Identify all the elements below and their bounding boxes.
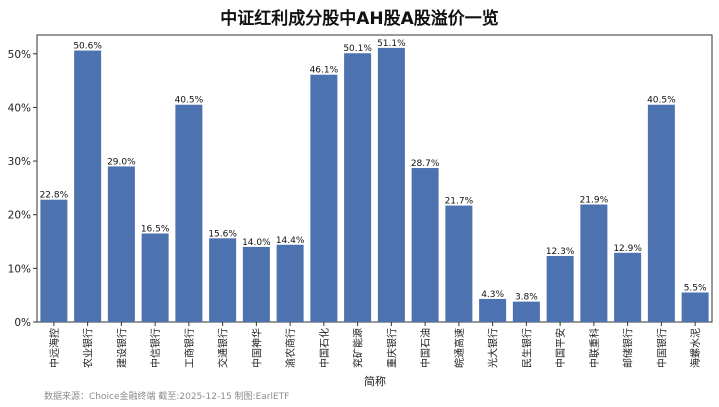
x-tick-label: 民生银行	[520, 328, 533, 368]
bar-value-label: 29.0%	[107, 157, 136, 167]
bar	[141, 233, 169, 322]
bar	[580, 204, 608, 322]
bar	[411, 168, 439, 322]
x-axis: 中远海控 农业银行 建设银行 中信银行 工商银行 交通银行 中国神华 渝农商行 中国石化 兖矿能源…	[48, 322, 702, 368]
y-tick-label: 0%	[14, 317, 31, 329]
bar-value-label: 46.1%	[310, 66, 339, 76]
x-tick-label: 建设银行	[115, 328, 128, 368]
bar-value-label: 14.4%	[276, 236, 305, 246]
bar-value-label: 21.9%	[580, 196, 609, 206]
x-tick-label: 皖通高速	[453, 328, 466, 368]
x-tick-label: 重庆银行	[385, 328, 398, 368]
x-tick-label: 兖矿能源	[352, 328, 365, 368]
bar	[377, 47, 405, 323]
x-tick-label: 中国平安	[554, 328, 567, 368]
x-tick-label: 工商银行	[183, 328, 196, 368]
y-tick-label: 20%	[8, 210, 31, 222]
y-tick-label: 40%	[8, 102, 31, 114]
x-tick-label: 中国石油	[419, 328, 432, 368]
bar-value-label: 22.8%	[40, 191, 69, 201]
bar	[512, 301, 540, 322]
bar-value-label: 40.5%	[647, 96, 676, 106]
bar	[209, 238, 237, 322]
bar-value-label: 50.1%	[343, 44, 372, 54]
x-tick-label: 中国石化	[318, 328, 331, 368]
y-tick-label: 10%	[8, 263, 31, 275]
bar	[546, 256, 574, 322]
bar-value-label: 21.7%	[445, 197, 474, 207]
bar	[242, 246, 270, 322]
x-tick-label: 中远海控	[48, 328, 61, 368]
bar	[107, 166, 135, 322]
bar	[74, 50, 102, 323]
x-tick-label: 邮储银行	[622, 328, 635, 368]
x-tick-label: 渝农商行	[284, 328, 297, 368]
bar	[681, 292, 709, 322]
source-note: 数据来源：Choice金融终端 截至:2025-12-15 制图:EarlETF	[44, 392, 290, 402]
bar-value-label: 28.7%	[411, 159, 440, 169]
bar-value-label: 5.5%	[684, 283, 707, 293]
x-tick-label: 中信银行	[149, 328, 162, 368]
x-tick-label: 海螺水泥	[689, 328, 702, 368]
x-tick-label: 农业银行	[82, 328, 95, 368]
x-tick-label: 中国银行	[655, 328, 668, 368]
bars-group	[40, 47, 709, 323]
bar	[40, 199, 68, 322]
bar	[344, 53, 372, 322]
x-tick-label: 中联重科	[588, 328, 601, 368]
plot-frame	[36, 34, 713, 323]
bar-value-label: 40.5%	[175, 96, 204, 106]
bar-value-label: 14.0%	[242, 238, 271, 248]
bar	[175, 104, 203, 323]
y-tick-label: 30%	[8, 156, 31, 168]
bar-value-label: 51.1%	[377, 39, 406, 49]
y-axis: 0% 10% 20% 30% 40% 50%	[8, 49, 37, 329]
bar-value-label: 4.3%	[481, 290, 504, 300]
bar-value-label: 12.9%	[613, 244, 642, 254]
bar	[647, 104, 675, 323]
x-tick-label: 中国神华	[250, 328, 263, 368]
bar-value-label: 50.6%	[73, 42, 102, 52]
y-tick-label: 50%	[8, 49, 31, 61]
bar-value-label: 3.8%	[515, 293, 538, 303]
bar-value-label: 16.5%	[141, 224, 170, 234]
bar-value-label: 15.6%	[208, 229, 237, 239]
x-tick-label: 交通银行	[217, 328, 230, 368]
x-tick-label: 光大银行	[487, 328, 500, 368]
plot-border	[36, 34, 713, 323]
bar-value-label: 12.3%	[546, 247, 575, 257]
chart-title: 中证红利成分股中AH股A股溢价一览	[220, 9, 499, 29]
x-axis-title: 简称	[364, 374, 386, 388]
bar	[614, 252, 642, 322]
bar-labels-group: 22.8% 50.6% 29.0% 16.5% 40.5% 15.6% 14.0% 14.4%…	[40, 39, 707, 303]
bar	[479, 298, 507, 322]
bar	[310, 74, 338, 322]
bar	[276, 244, 304, 322]
bar	[445, 205, 473, 322]
